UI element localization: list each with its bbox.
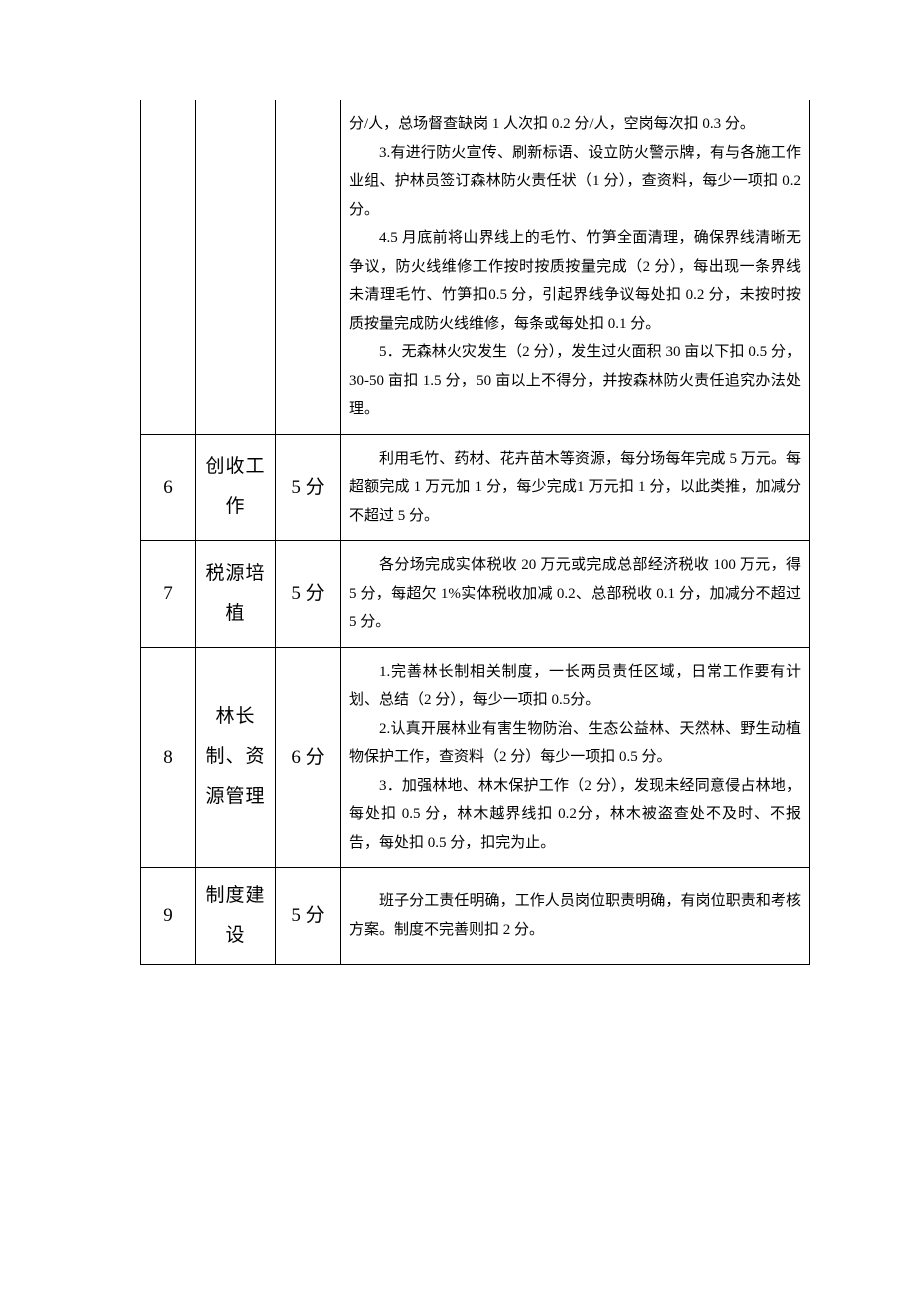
detail-paragraph: 利用毛竹、药材、花卉苗木等资源，每分场每年完成 5 万元。每超额完成 1 万元加…	[349, 445, 801, 531]
detail-paragraph: 2.认真开展林业有害生物防治、生态公益林、天然林、野生动植物保护工作，查资料（2…	[349, 715, 801, 772]
detail-paragraph: 3．加强林地、林木保护工作（2 分），发现未经同意侵占林地，每处扣 0.5 分，…	[349, 772, 801, 858]
table-row: 8林长制、资源管理6 分1.完善林长制相关制度，一长两员责任区域，日常工作要有计…	[141, 647, 810, 868]
table-row: 6创收工作5 分利用毛竹、药材、花卉苗木等资源，每分场每年完成 5 万元。每超额…	[141, 434, 810, 541]
row-detail: 班子分工责任明确，工作人员岗位职责明确，有岗位职责和考核方案。制度不完善则扣 2…	[341, 868, 810, 965]
row-category: 税源培植	[196, 541, 276, 648]
row-detail: 分/人，总场督查缺岗 1 人次扣 0.2 分/人，空岗每次扣 0.3 分。3.有…	[341, 100, 810, 434]
row-number	[141, 100, 196, 434]
row-score: 5 分	[276, 868, 341, 965]
row-category: 林长制、资源管理	[196, 647, 276, 868]
row-score: 6 分	[276, 647, 341, 868]
row-score	[276, 100, 341, 434]
row-number: 6	[141, 434, 196, 541]
detail-paragraph: 3.有进行防火宣传、刷新标语、设立防火警示牌，有与各施工作业组、护林员签订森林防…	[349, 139, 801, 225]
detail-paragraph: 分/人，总场督查缺岗 1 人次扣 0.2 分/人，空岗每次扣 0.3 分。	[349, 110, 801, 139]
detail-paragraph: 4.5 月底前将山界线上的毛竹、竹笋全面清理，确保界线清晰无争议，防火线维修工作…	[349, 224, 801, 338]
table-row: 7税源培植5 分各分场完成实体税收 20 万元或完成总部经济税收 100 万元，…	[141, 541, 810, 648]
row-category: 制度建设	[196, 868, 276, 965]
row-detail: 1.完善林长制相关制度，一长两员责任区域，日常工作要有计划、总结（2 分），每少…	[341, 647, 810, 868]
table-row: 分/人，总场督查缺岗 1 人次扣 0.2 分/人，空岗每次扣 0.3 分。3.有…	[141, 100, 810, 434]
row-number: 8	[141, 647, 196, 868]
row-number: 9	[141, 868, 196, 965]
row-number: 7	[141, 541, 196, 648]
detail-paragraph: 各分场完成实体税收 20 万元或完成总部经济税收 100 万元，得 5 分，每超…	[349, 551, 801, 637]
table-body: 分/人，总场督查缺岗 1 人次扣 0.2 分/人，空岗每次扣 0.3 分。3.有…	[141, 100, 810, 964]
row-score: 5 分	[276, 541, 341, 648]
table-row: 9制度建设5 分班子分工责任明确，工作人员岗位职责明确，有岗位职责和考核方案。制…	[141, 868, 810, 965]
row-category	[196, 100, 276, 434]
detail-paragraph: 班子分工责任明确，工作人员岗位职责明确，有岗位职责和考核方案。制度不完善则扣 2…	[349, 887, 801, 944]
row-detail: 利用毛竹、药材、花卉苗木等资源，每分场每年完成 5 万元。每超额完成 1 万元加…	[341, 434, 810, 541]
row-category: 创收工作	[196, 434, 276, 541]
row-score: 5 分	[276, 434, 341, 541]
row-detail: 各分场完成实体税收 20 万元或完成总部经济税收 100 万元，得 5 分，每超…	[341, 541, 810, 648]
detail-paragraph: 1.完善林长制相关制度，一长两员责任区域，日常工作要有计划、总结（2 分），每少…	[349, 658, 801, 715]
assessment-table: 分/人，总场督查缺岗 1 人次扣 0.2 分/人，空岗每次扣 0.3 分。3.有…	[140, 100, 810, 965]
detail-paragraph: 5．无森林火灾发生（2 分），发生过火面积 30 亩以下扣 0.5 分，30-5…	[349, 338, 801, 424]
